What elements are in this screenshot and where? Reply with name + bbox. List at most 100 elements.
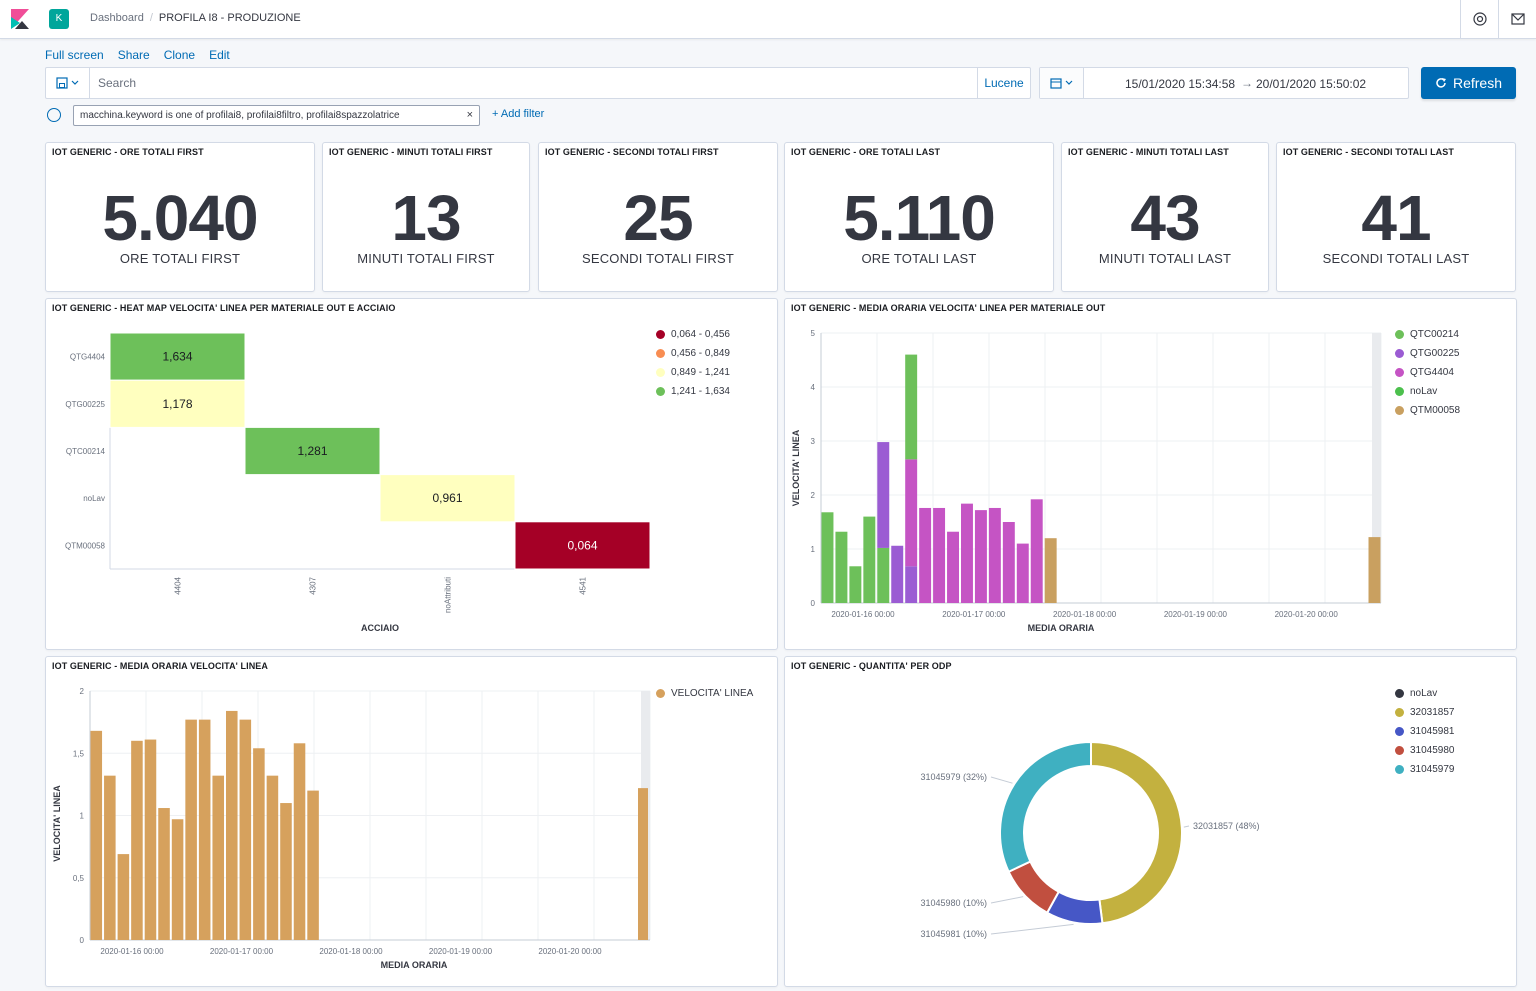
panel-title: IOT GENERIC - ORE TOTALI FIRST: [52, 147, 204, 157]
legend-label: QTG4404: [1410, 367, 1454, 378]
heatmap-cell: [109, 332, 246, 381]
legend-label: 32031857: [1410, 707, 1455, 718]
legend-swatch: [1395, 368, 1404, 377]
legend-label: VELOCITA' LINEA: [671, 688, 754, 699]
bar-segment: [1368, 537, 1381, 603]
slice-leader-line: [990, 776, 1013, 784]
legend-item[interactable]: 0,456 - 0,849: [656, 344, 730, 363]
panel-title: IOT GENERIC - MINUTI TOTALI FIRST: [329, 147, 493, 157]
legend-swatch: [1395, 746, 1404, 755]
mail-icon[interactable]: [1498, 0, 1536, 38]
bar: [307, 790, 319, 940]
legend-label: QTM00058: [1410, 405, 1461, 416]
y-tick-label: 1,5: [73, 749, 85, 758]
bar: [638, 788, 648, 940]
legend-item[interactable]: QTM00058: [1395, 401, 1460, 420]
y-tick-label: QTG00225: [65, 400, 105, 409]
legend-item[interactable]: QTG4404: [1395, 363, 1460, 382]
kibana-logo[interactable]: [11, 9, 29, 29]
metric-panel: IOT GENERIC - SECONDI TOTALI LAST 41 SEC…: [1276, 142, 1516, 292]
breadcrumb-dashboard[interactable]: Dashboard: [90, 12, 144, 24]
legend-item[interactable]: QTC00214: [1395, 325, 1460, 344]
bar: [226, 710, 238, 940]
bar-segment: [905, 354, 918, 460]
remove-filter-icon[interactable]: ×: [466, 109, 473, 121]
quick-date-button[interactable]: [1040, 68, 1084, 98]
heatmap-cell-label: 0,961: [432, 491, 462, 505]
bar-segment: [1016, 543, 1029, 603]
legend-item[interactable]: 0,849 - 1,241: [656, 363, 730, 382]
x-tick-label: 2020-01-20 00:00: [1275, 610, 1339, 619]
legend-item[interactable]: 0,064 - 0,456: [656, 325, 730, 344]
search-input[interactable]: [98, 68, 968, 98]
start-date[interactable]: 15/01/2020 15:34:58: [1125, 77, 1236, 91]
filter-pill[interactable]: macchina.keyword is one of profilai8, pr…: [73, 105, 480, 126]
refresh-label: Refresh: [1452, 75, 1503, 91]
legend-item[interactable]: 1,241 - 1,634: [656, 382, 730, 401]
legend-swatch: [1395, 708, 1404, 717]
x-tick-label: 2020-01-19 00:00: [429, 947, 493, 956]
refresh-icon: [1436, 78, 1446, 88]
bar-segment: [835, 531, 848, 603]
heatmap-legend: 0,064 - 0,456 0,456 - 0,849 0,849 - 1,241 1…: [656, 325, 730, 401]
legend-swatch: [1395, 689, 1404, 698]
legend-item[interactable]: noLav: [1395, 684, 1455, 703]
bar-segment: [849, 566, 862, 603]
panel-title: IOT GENERIC - MEDIA ORARIA VELOCITA' LIN…: [52, 661, 269, 671]
legend-item[interactable]: 31045981: [1395, 722, 1455, 741]
bar-segment: [1002, 522, 1015, 603]
y-tick-label: 0: [80, 936, 85, 945]
filter-options-icon[interactable]: [47, 108, 61, 122]
metric-label: SECONDI TOTALI LAST: [1322, 251, 1470, 266]
legend-item[interactable]: VELOCITA' LINEA: [656, 684, 753, 703]
legend-item[interactable]: 31045980: [1395, 741, 1455, 760]
panel-title: IOT GENERIC - SECONDI TOTALI FIRST: [545, 147, 719, 157]
metric-value: 5.040: [102, 182, 258, 254]
x-tick-label: 2020-01-18 00:00: [1053, 610, 1117, 619]
y-axis-title: VELOCITA' LINEA: [52, 785, 62, 862]
heatmap-panel: IOT GENERIC - HEAT MAP VELOCITA' LINEA P…: [45, 298, 778, 650]
legend-item[interactable]: QTG00225: [1395, 344, 1460, 363]
bar-segment: [947, 531, 959, 603]
legend-label: 0,456 - 0,849: [671, 348, 730, 359]
bar-segment: [961, 503, 973, 603]
fullscreen-link[interactable]: Full screen: [45, 48, 104, 62]
query-language-button[interactable]: Lucene: [977, 68, 1030, 98]
breadcrumb: Dashboard / PROFILA I8 - PRODUZIONE: [90, 12, 301, 24]
query-bar: Lucene: [45, 67, 1031, 99]
end-date[interactable]: 20/01/2020 15:50:02: [1256, 77, 1367, 91]
bar-segment: [905, 566, 918, 603]
legend-item[interactable]: 31045979: [1395, 760, 1455, 779]
donut-legend: noLav 32031857 31045981 31045980 31045979: [1395, 684, 1455, 779]
refresh-button[interactable]: Refresh: [1421, 67, 1516, 99]
help-icon[interactable]: [1460, 0, 1498, 38]
page-title: PROFILA I8 - PRODUZIONE: [158, 12, 301, 24]
slice-leader-line: [990, 896, 1024, 904]
bar-segment: [821, 512, 834, 603]
x-tick-label: 2020-01-19 00:00: [1164, 610, 1228, 619]
legend-swatch: [656, 387, 665, 396]
x-axis-title: MEDIA ORARIA: [1028, 623, 1095, 633]
bar-segment: [933, 507, 946, 603]
bar-segment: [863, 516, 876, 603]
y-tick-label: QTG4404: [70, 353, 106, 362]
bar-segment: [919, 507, 932, 603]
dashboard-menu: Full screen Share Clone Edit: [45, 48, 244, 62]
slice-label: 31045981 (10%): [920, 929, 987, 939]
metric-value: 41: [1361, 182, 1431, 254]
clone-link[interactable]: Clone: [163, 48, 196, 62]
y-tick-label: 3: [811, 437, 816, 446]
share-link[interactable]: Share: [117, 48, 150, 62]
bar-legend: VELOCITA' LINEA: [656, 684, 753, 703]
add-filter-button[interactable]: + Add filter: [492, 108, 545, 120]
edit-link[interactable]: Edit: [209, 48, 230, 62]
metric-panel: IOT GENERIC - MINUTI TOTALI FIRST 13 MIN…: [322, 142, 530, 292]
saved-query-button[interactable]: [46, 68, 90, 98]
chevron-down-icon: [1065, 80, 1073, 85]
legend-item[interactable]: 32031857: [1395, 703, 1455, 722]
legend-item[interactable]: noLav: [1395, 382, 1460, 401]
breadcrumb-separator: /: [149, 12, 153, 24]
bar: [280, 803, 292, 940]
space-avatar[interactable]: K: [49, 9, 69, 29]
bar-segment: [877, 547, 890, 603]
